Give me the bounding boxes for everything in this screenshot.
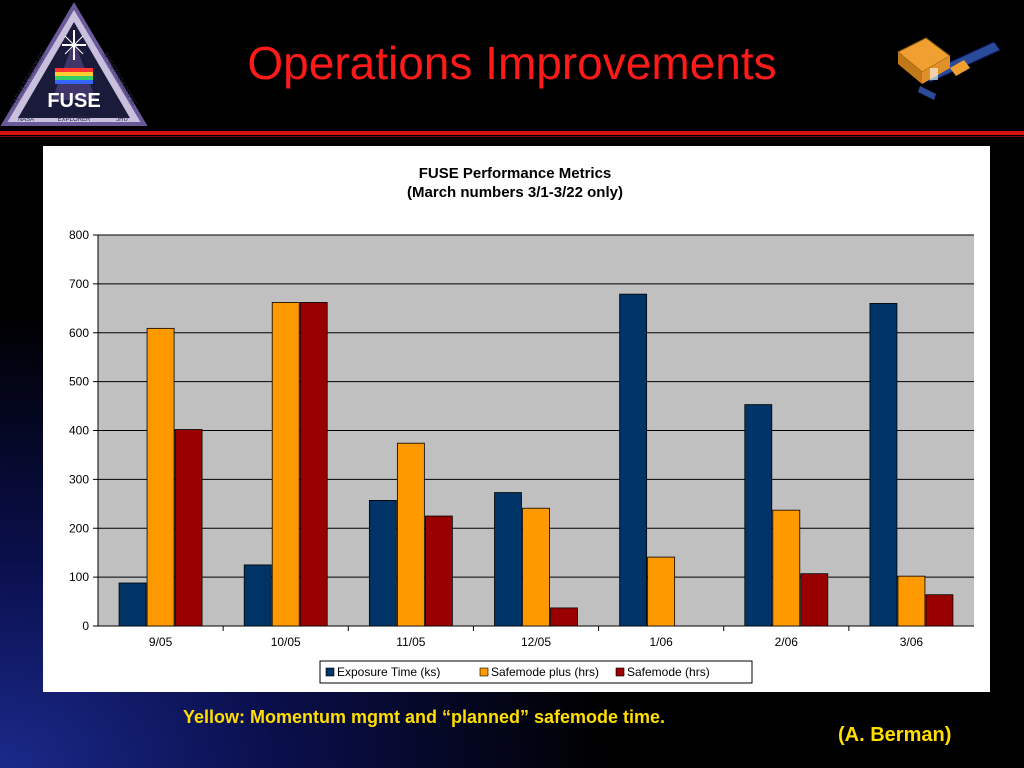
legend-label: Exposure Time (ks) [337,665,440,679]
bar-safemode-3-06 [925,594,954,627]
bar-safemode-1-06 [647,556,676,627]
bar-exposure-10-05 [243,564,272,627]
satellite-icon [890,28,1002,108]
bar-safemode-11-05 [424,515,453,627]
logo-bottom-right: JHU [116,117,128,123]
bar-exposure-9-05 [118,582,147,627]
x-tick-label: 12/05 [521,635,551,649]
x-tick-label: 1/06 [649,635,673,649]
bar-safemode-9-05 [174,429,203,627]
logo-name: FUSE [47,90,100,112]
x-tick-label: 9/05 [149,635,173,649]
y-tick-label: 600 [69,326,89,340]
bar-safemode-11-05 [396,442,425,627]
bar-safemode-12-05 [522,507,550,627]
title-divider [0,131,1024,135]
bar-exposure-2-06 [744,404,773,627]
legend-swatch [325,667,335,677]
bar-safemode-10-05 [271,302,300,627]
legend-swatch [615,667,625,677]
fuse-logo: FUSE FAR ULTRAVIOLET SPECTROSCOPIC NASA … [0,0,150,132]
bar-safemode-9-05 [146,327,175,627]
legend-swatch [479,667,489,677]
x-tick-label: 3/06 [900,635,924,649]
y-tick-label: 0 [82,619,89,633]
legend-label: Safemode plus (hrs) [491,665,599,679]
bar-exposure-12-05 [494,492,522,627]
y-tick-label: 200 [69,521,89,535]
logo-bottom-left: NASA [18,117,34,123]
y-tick-label: 700 [69,277,89,291]
chart-title: FUSE Performance Metrics [419,165,612,182]
bar-exposure-1-06 [619,293,648,627]
bar-chart: FUSE Performance Metrics (March numbers … [69,165,974,684]
legend-label: Safemode (hrs) [627,665,710,679]
chart-subtitle: (March numbers 3/1-3/22 only) [407,184,623,201]
slide-title: Operations Improvements [247,37,777,89]
x-tick-label: 2/06 [775,635,799,649]
legend [319,660,753,684]
y-tick-label: 800 [69,228,89,242]
bar-safemode-10-05 [299,302,328,627]
y-tick-label: 500 [69,375,89,389]
x-tick-label: 11/05 [396,635,425,649]
bar-exposure-11-05 [368,499,397,627]
y-tick-label: 100 [69,570,89,584]
title-divider-shadow [0,136,1024,137]
bar-safemode-2-06 [772,509,801,627]
chart-panel: FUSE Performance Metrics (March numbers … [43,146,990,692]
bar-safemode-12-05 [550,607,578,627]
bar-safemode-2-06 [800,573,829,627]
y-tick-label: 300 [69,472,89,486]
logo-bottom-center: EXPLORER [58,117,91,123]
slide-credit: (A. Berman) [838,724,952,746]
x-tick-label: 10/05 [271,635,301,649]
bar-safemode-3-06 [897,575,926,627]
slide-caption: Yellow: Momentum mgmt and “planned” safe… [183,707,666,727]
bar-exposure-3-06 [869,303,898,627]
y-tick-label: 400 [69,424,89,438]
